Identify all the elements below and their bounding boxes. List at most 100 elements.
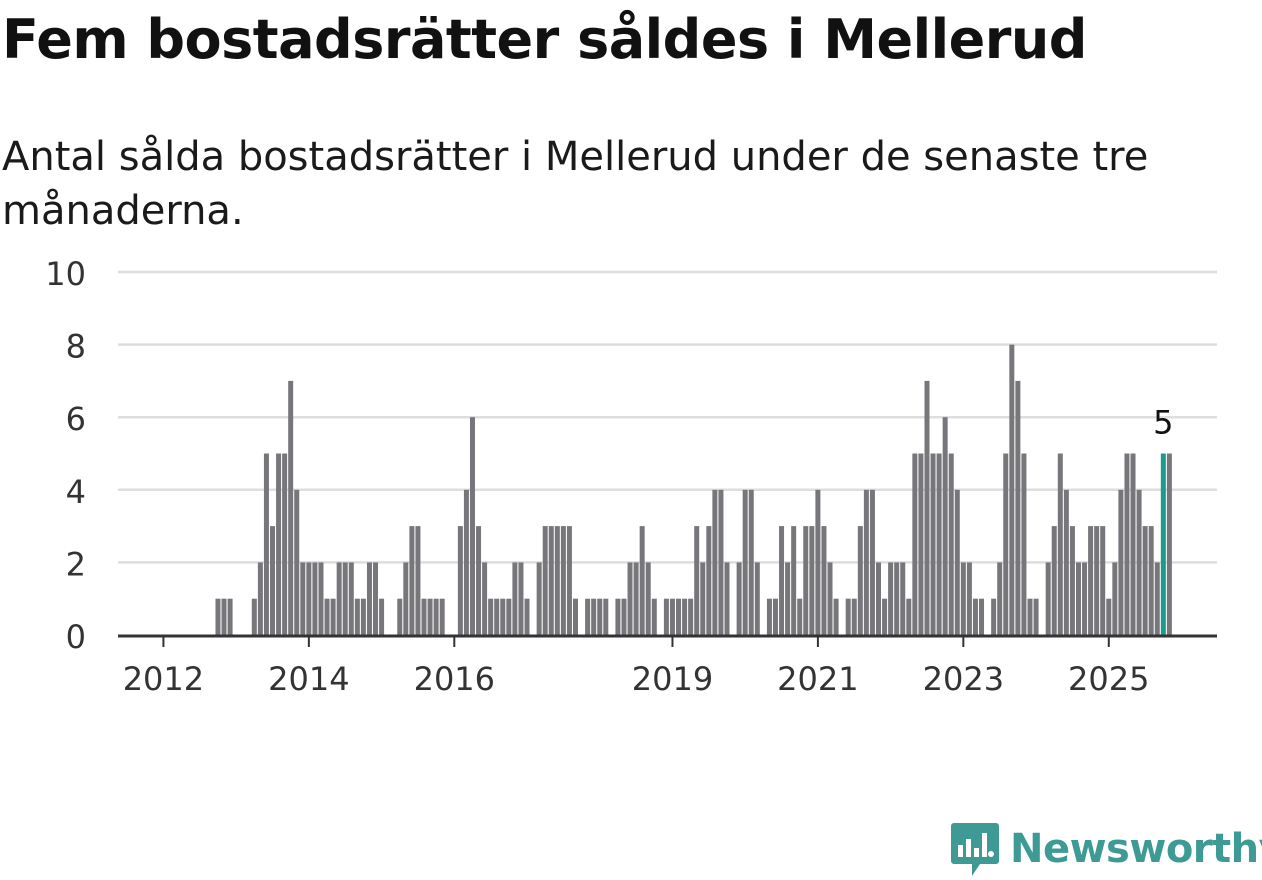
- bar: [979, 598, 985, 635]
- bar: [669, 598, 675, 635]
- bar: [694, 526, 700, 635]
- bar: [821, 526, 827, 635]
- bar: [779, 526, 785, 635]
- newsworthy-brand[interactable]: Newsworthy: [950, 818, 1262, 880]
- bar: [251, 598, 257, 635]
- y-tick-label: 2: [66, 545, 86, 583]
- bar: [682, 598, 688, 635]
- bar: [803, 526, 809, 635]
- bar: [936, 453, 942, 635]
- bar: [651, 598, 657, 635]
- bar: [724, 562, 730, 635]
- bar: [736, 562, 742, 635]
- y-axis-ticks: 0 2 4 6 8 10: [45, 255, 86, 656]
- bar: [1142, 526, 1148, 635]
- x-tick-label: 2012: [123, 660, 204, 698]
- bar: [585, 598, 591, 635]
- bar: [942, 417, 948, 635]
- bar: [863, 489, 869, 635]
- bar: [1088, 526, 1094, 635]
- bar: [766, 598, 772, 635]
- bar: [1106, 598, 1112, 635]
- x-tick-label: 2021: [777, 660, 858, 698]
- bar: [342, 562, 348, 635]
- bar: [1082, 562, 1088, 635]
- bar: [621, 598, 627, 635]
- bar: [888, 562, 894, 635]
- bar: [797, 598, 803, 635]
- bar: [457, 526, 463, 635]
- bar: [960, 562, 966, 635]
- bar: [288, 380, 294, 635]
- bar: [433, 598, 439, 635]
- bar: [494, 598, 500, 635]
- x-tick-label: 2023: [923, 660, 1004, 698]
- bar: [991, 598, 997, 635]
- bar: [294, 489, 300, 635]
- y-tick-label: 6: [66, 400, 86, 438]
- bar: [403, 562, 409, 635]
- bar: [954, 489, 960, 635]
- bar: [748, 489, 754, 635]
- bar: [1009, 344, 1015, 635]
- bar: [894, 562, 900, 635]
- bar: [1154, 562, 1160, 635]
- bar: [306, 562, 312, 635]
- bar: [312, 562, 318, 635]
- bar: [536, 562, 542, 635]
- bar: [318, 562, 324, 635]
- bar: [706, 526, 712, 635]
- bar: [633, 562, 639, 635]
- bar: [882, 598, 888, 635]
- bar: [566, 526, 572, 635]
- bar: [524, 598, 530, 635]
- bar: [1051, 526, 1057, 635]
- bar: [415, 526, 421, 635]
- bar: [845, 598, 851, 635]
- y-tick-label: 0: [66, 618, 86, 656]
- bar: [379, 598, 385, 635]
- y-tick-label: 4: [66, 473, 86, 511]
- x-axis-ticks: 2012 2014 2016 2019 2021 2023 2025: [123, 637, 1149, 698]
- bar: [542, 526, 548, 635]
- bar: [300, 562, 306, 635]
- bar: [227, 598, 233, 635]
- y-tick-label: 8: [66, 328, 86, 366]
- bar: [215, 598, 221, 635]
- grid-lines: [118, 270, 1217, 564]
- bar: [1003, 453, 1009, 635]
- bar: [791, 526, 797, 635]
- bar: [591, 598, 597, 635]
- bar: [506, 598, 512, 635]
- bar: [282, 453, 288, 635]
- bar: [1069, 526, 1075, 635]
- data-labels: 5: [1153, 404, 1173, 442]
- bar: [676, 598, 682, 635]
- bar: [427, 598, 433, 635]
- bar: [972, 598, 978, 635]
- bar-highlight: [1160, 453, 1166, 635]
- data-label: 5: [1153, 404, 1173, 442]
- bar: [554, 526, 560, 635]
- bar: [1100, 526, 1106, 635]
- bar: [270, 526, 275, 635]
- bar: [754, 562, 760, 635]
- bar: [276, 453, 282, 635]
- bar: [476, 526, 482, 635]
- bar: [348, 562, 354, 635]
- bar: [918, 453, 924, 635]
- bar: [627, 562, 633, 635]
- bar: [463, 489, 469, 635]
- bar: [1075, 562, 1081, 635]
- bar: [876, 562, 881, 635]
- bars: [215, 344, 1172, 635]
- x-tick-label: 2025: [1068, 660, 1149, 698]
- bar: [712, 489, 718, 635]
- chart-subtitle: Antal sålda bostadsrätter i Mellerud und…: [2, 134, 1149, 234]
- bar: [997, 562, 1003, 635]
- bar: [560, 526, 566, 635]
- bar: [930, 453, 936, 635]
- bar: [772, 598, 778, 635]
- bar: [330, 598, 336, 635]
- bar: [827, 562, 833, 635]
